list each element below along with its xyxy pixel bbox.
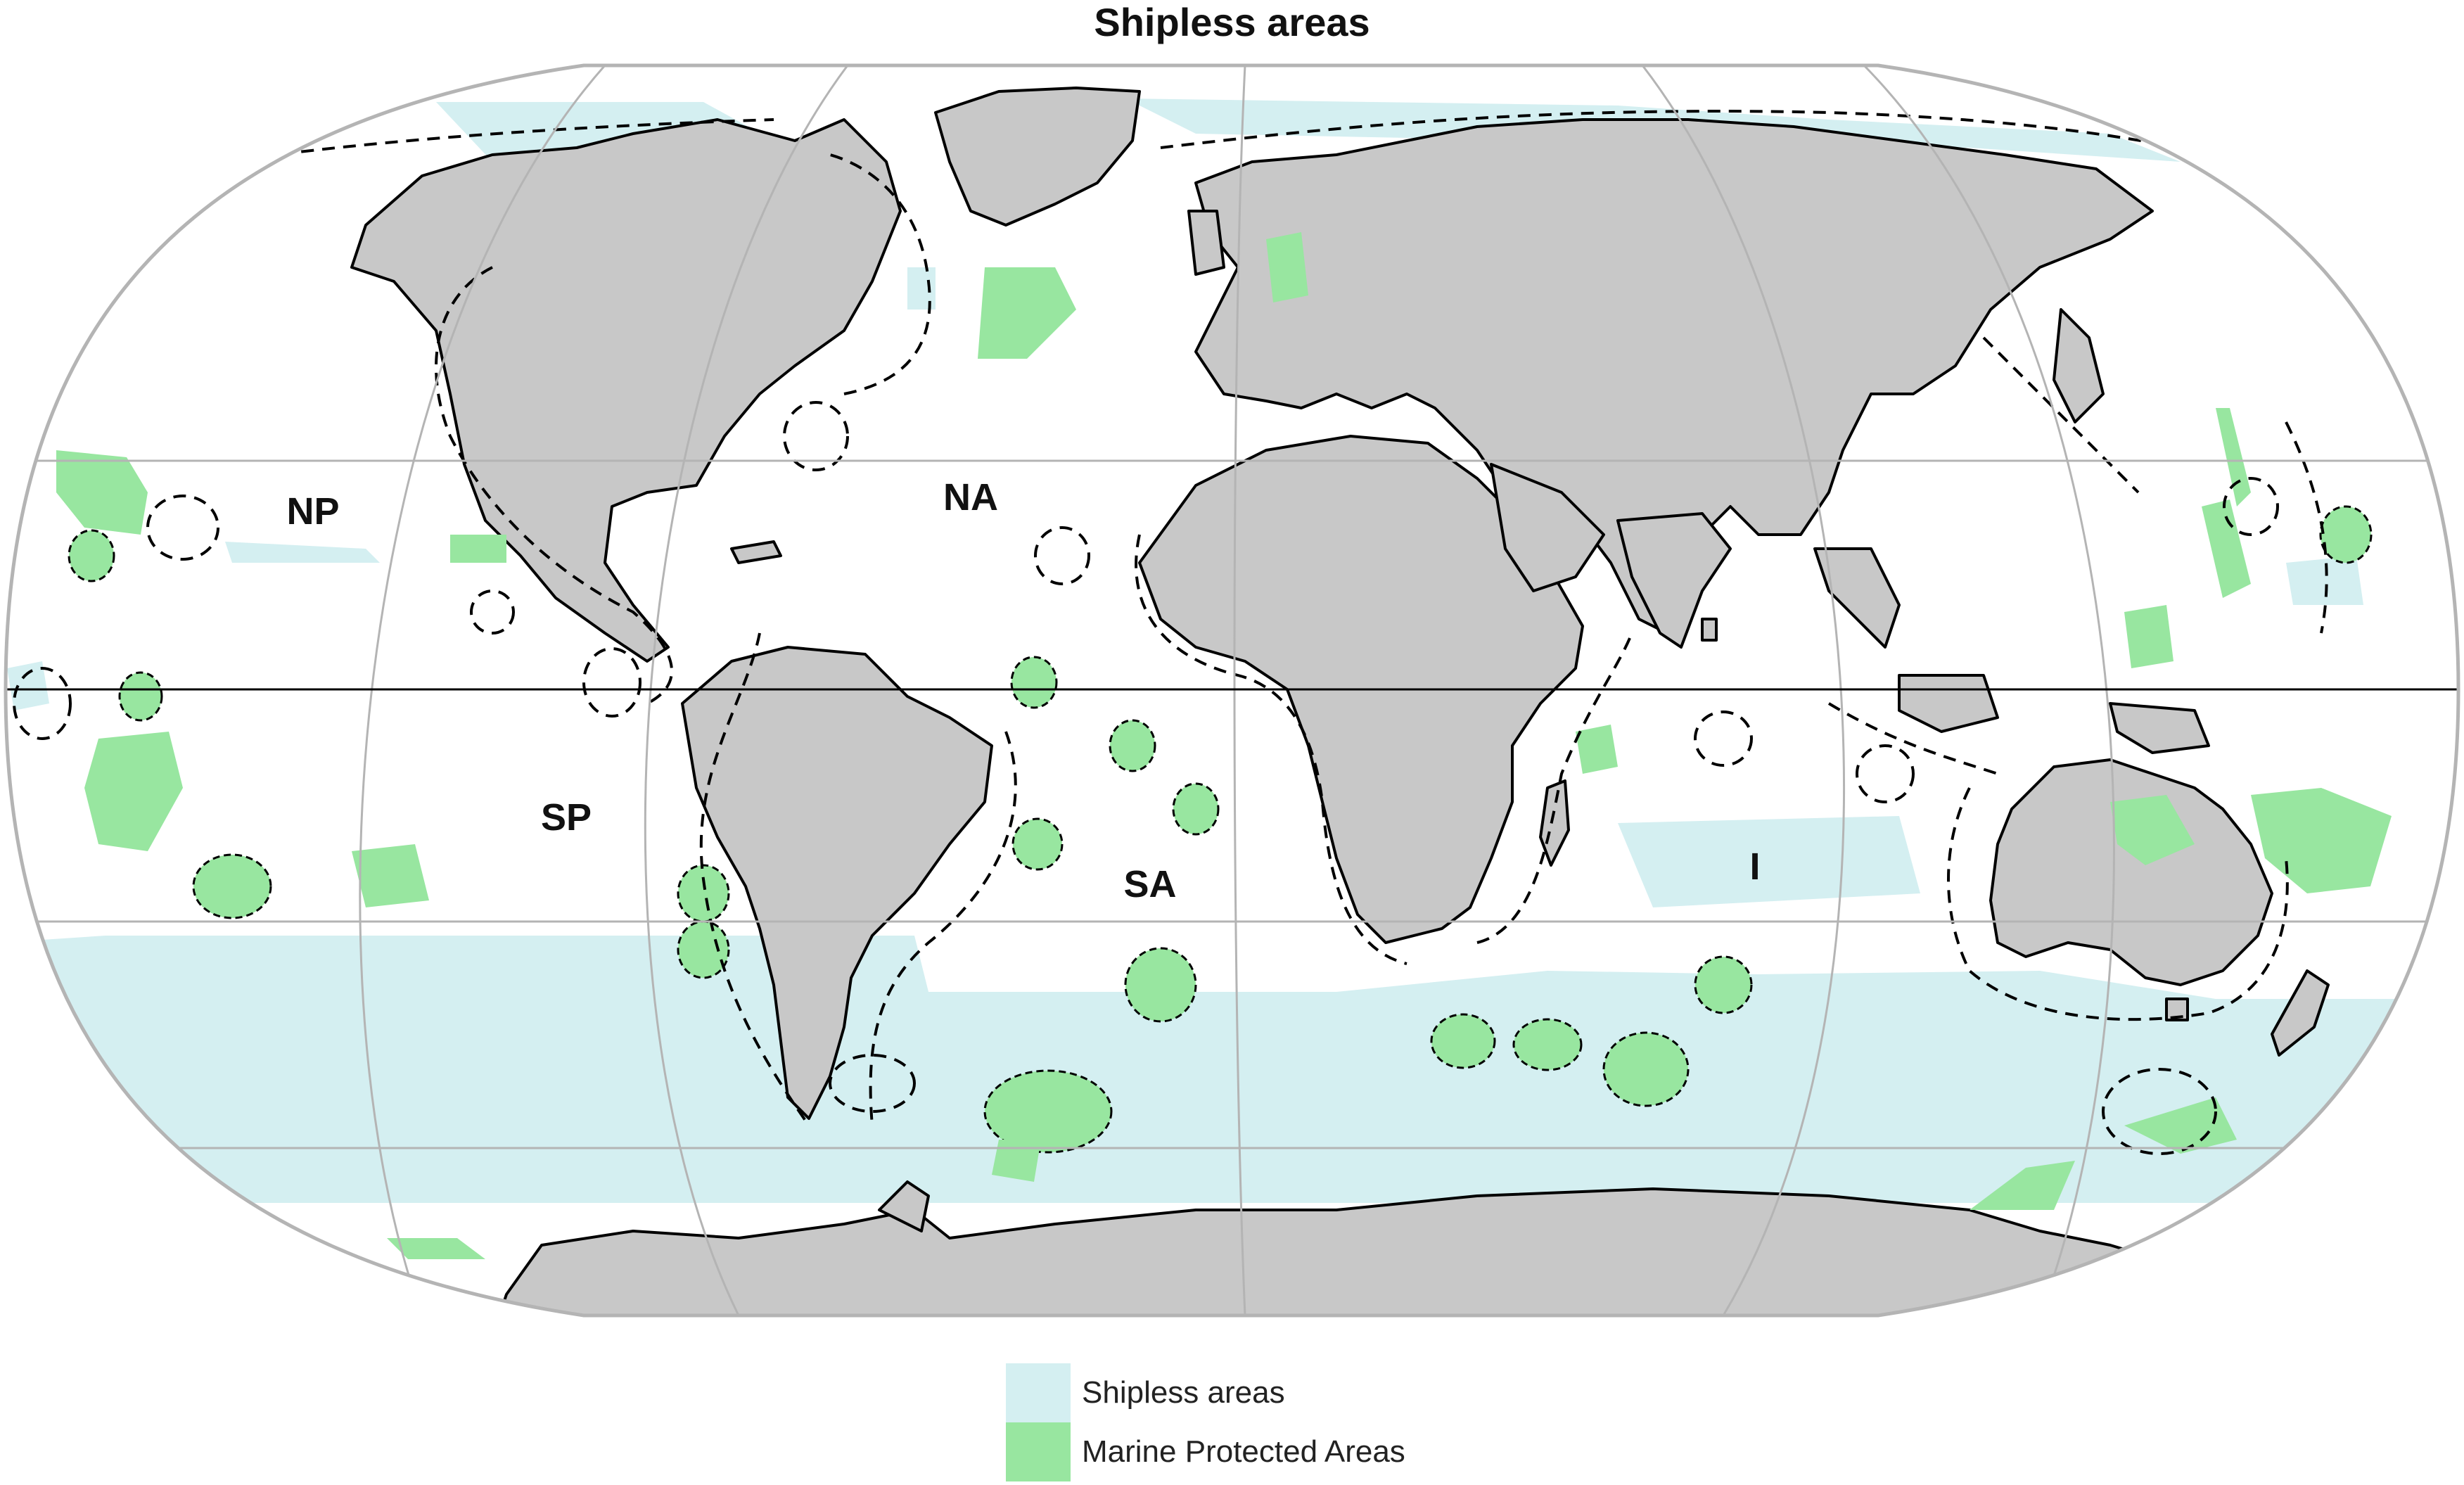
new-zealand <box>2271 969 2330 1057</box>
basin-label-sa: SA <box>1123 863 1176 905</box>
southeast-asia <box>1813 547 1901 649</box>
legend-swatch-shipless <box>1006 1363 1071 1422</box>
land-masses <box>350 87 2330 1315</box>
tasmania <box>2165 998 2189 1021</box>
basin-label-na: NA <box>943 476 998 518</box>
north-america <box>350 118 902 663</box>
world-map: NP NA SP SA I <box>4 63 2460 1318</box>
map-title: Shipless areas <box>1094 0 1370 44</box>
legend-swatch-mpa <box>1006 1422 1071 1481</box>
sri-lanka <box>1701 618 1718 642</box>
arabia <box>1490 463 1605 592</box>
basin-label-np: NP <box>286 490 339 533</box>
caribbean-island <box>730 540 782 564</box>
globe-outline <box>4 63 2460 1318</box>
greenland <box>934 87 1141 227</box>
eurasia <box>1194 118 2154 635</box>
new-guinea <box>2109 702 2210 754</box>
legend-label-mpa: Marine Protected Areas <box>1082 1434 1405 1469</box>
legend-item-mpa: Marine Protected Areas <box>1006 1422 1405 1481</box>
antarctica <box>491 1187 2323 1315</box>
map-body <box>6 65 2458 1315</box>
japan <box>2053 308 2105 423</box>
legend-label-shipless: Shipless areas <box>1082 1375 1285 1410</box>
basin-label-sp: SP <box>541 796 592 839</box>
graticule <box>6 65 2458 1315</box>
marine-protected-areas <box>68 505 2373 1154</box>
australia <box>1989 758 2273 986</box>
legend: Shipless areas Marine Protected Areas <box>1006 1363 1405 1481</box>
eez-boundaries <box>13 110 2328 1155</box>
antarctic-peninsula <box>878 1180 930 1232</box>
legend-item-shipless: Shipless areas <box>1006 1363 1405 1422</box>
india <box>1616 512 1732 649</box>
basin-label-i: I <box>1749 846 1760 888</box>
uk <box>1187 210 1225 276</box>
south-america <box>681 646 993 1120</box>
